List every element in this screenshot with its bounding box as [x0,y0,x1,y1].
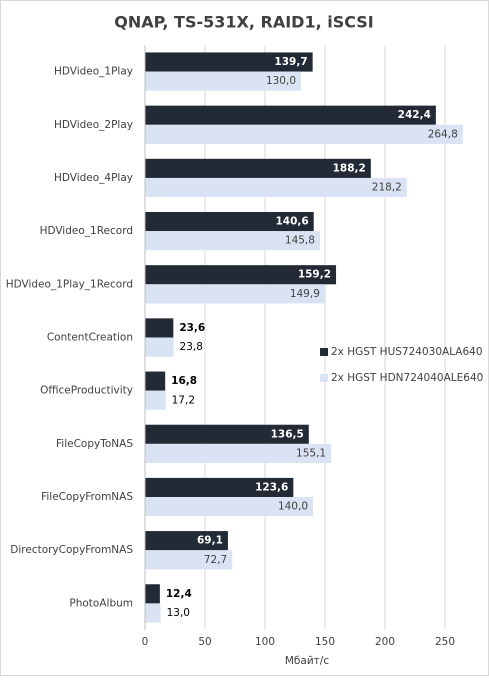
y-tick-label: HDVideo_1Play [54,66,133,78]
value-label: 23,8 [180,341,203,353]
value-label: 145,8 [285,235,315,247]
value-label: 159,2 [298,269,331,281]
bar [145,603,161,623]
chart-title: QNAP, TS-531X, RAID1, iSCSI [114,13,374,32]
bar [145,584,160,604]
bar [145,231,320,251]
value-label: 218,2 [372,182,402,194]
value-label: 13,0 [167,607,190,619]
value-label: 16,8 [171,375,197,387]
x-axis-label: Мбайт/с [285,655,329,667]
bar [145,390,166,410]
y-tick-label: FileCopyFromNAS [41,491,133,503]
value-label: 149,9 [290,288,320,300]
bar [145,424,309,444]
bar [145,284,325,304]
value-label: 23,6 [179,322,205,334]
x-tick-label: 250 [435,636,455,648]
bar [145,531,228,551]
value-label: 17,2 [172,394,195,406]
value-label: 140,0 [278,501,308,513]
bar [145,371,166,391]
legend-label: 2x HGST HDN724040ALE640 [331,372,483,384]
legend-swatch [320,374,328,382]
bar [145,211,314,232]
value-label: 188,2 [333,162,366,174]
bar [145,477,294,498]
x-tick-label: 50 [198,636,211,648]
bar [145,71,301,91]
value-label: 123,6 [255,481,288,493]
bar [145,158,371,178]
y-tick-label: HDVideo_4Play [54,172,133,184]
value-label: 140,6 [276,216,309,228]
value-label: 139,7 [274,56,307,68]
bar [145,337,174,357]
y-tick-label: PhotoAlbum [69,597,133,609]
value-label: 12,4 [166,588,192,600]
x-tick-label: 0 [142,636,149,648]
y-tick-label: HDVideo_1Record [40,225,133,237]
y-tick-label: FileCopyToNAS [56,438,133,450]
value-label: 72,7 [204,554,227,566]
y-tick-label: DirectoryCopyFromNAS [10,544,133,556]
bar [145,52,313,72]
value-label: 130,0 [266,75,296,87]
y-tick-label: ContentCreation [47,332,133,344]
value-label: 264,8 [428,128,458,140]
bar [145,105,436,125]
value-label: 69,1 [197,535,223,547]
y-tick-label: HDVideo_2Play [54,119,133,131]
x-tick-label: 200 [375,636,395,648]
bar [145,265,337,285]
value-label: 242,4 [398,109,431,121]
bar [145,124,463,144]
x-tick-label: 100 [255,636,275,648]
bar [145,177,407,198]
x-tick-label: 150 [315,636,335,648]
bar [145,497,313,517]
y-tick-label: OfficeProductivity [40,385,133,397]
bar [145,550,233,570]
value-label: 155,1 [296,447,326,459]
legend-swatch [320,348,328,356]
value-label: 136,5 [271,428,304,440]
legend-label: 2x HGST HUS724030ALA640 [331,346,483,358]
y-tick-label: HDVideo_1Play_1Record [6,278,133,290]
bar [145,443,332,464]
bar [145,318,174,338]
